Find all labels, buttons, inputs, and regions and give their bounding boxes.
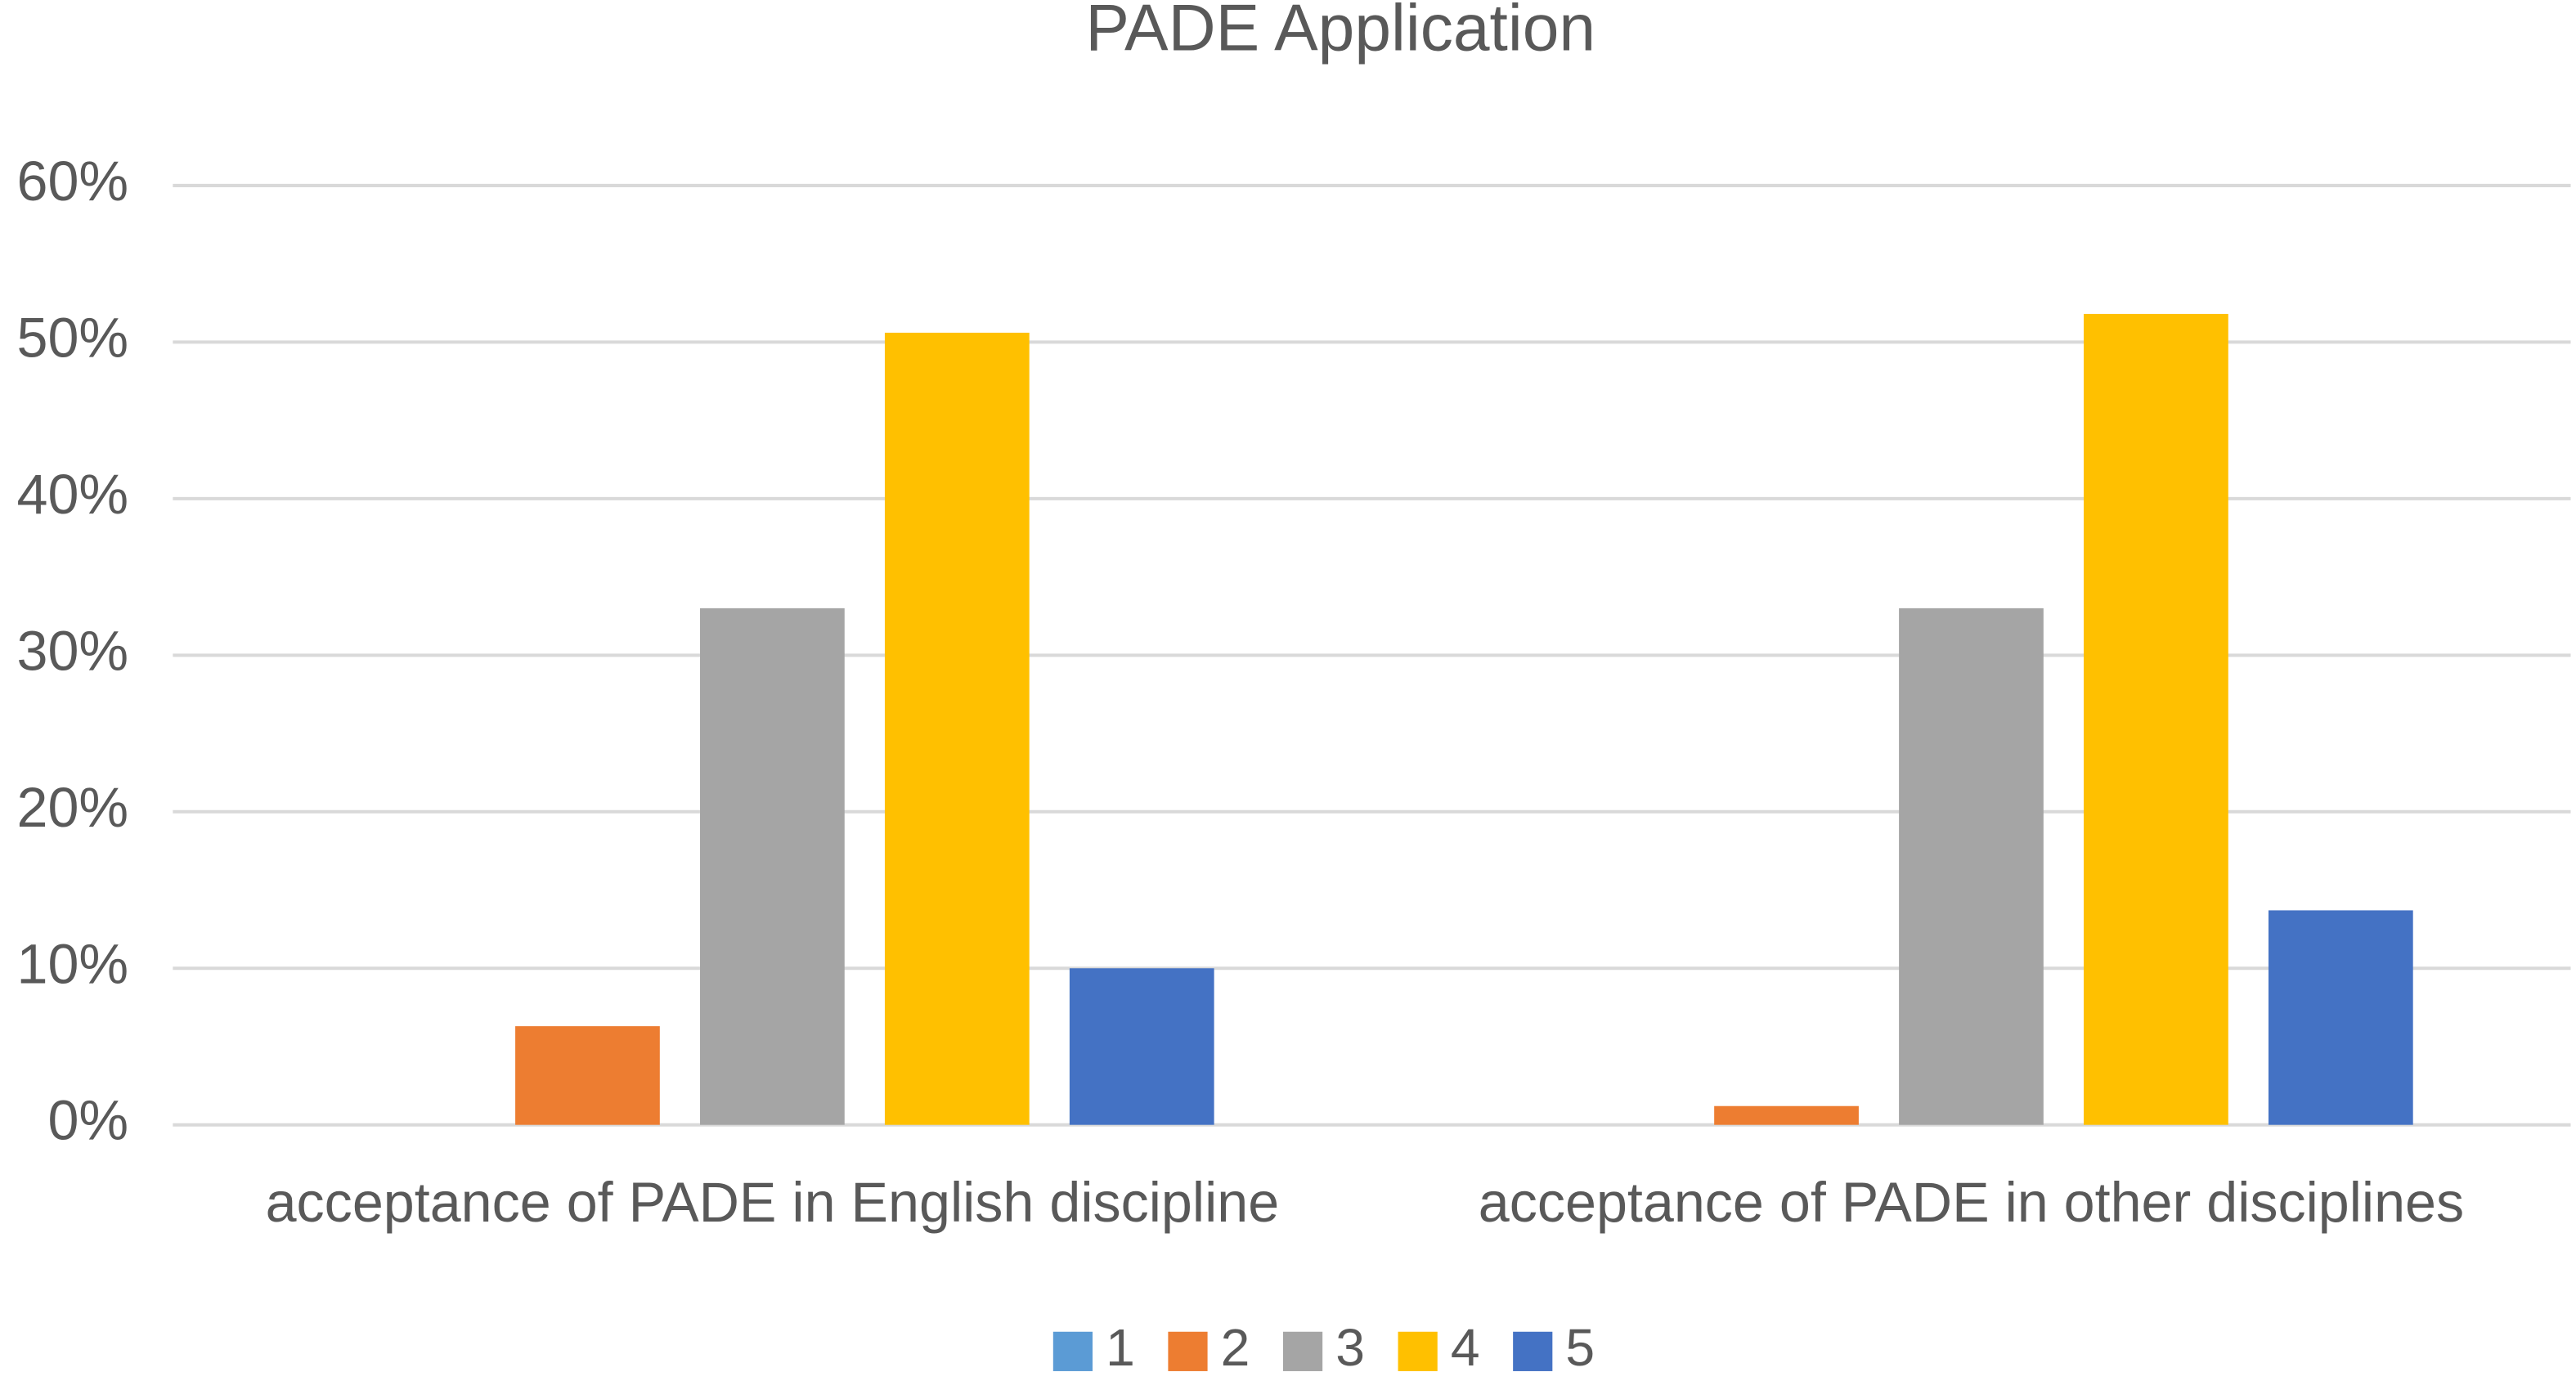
legend-label: 1 xyxy=(1106,1318,1135,1377)
legend-swatch xyxy=(1398,1331,1438,1371)
y-tick-label: 40% xyxy=(16,464,128,526)
bar xyxy=(700,608,845,1125)
legend-label: 3 xyxy=(1335,1318,1365,1377)
y-tick-label: 60% xyxy=(16,150,128,213)
legend-swatch xyxy=(1282,1331,1323,1371)
y-tick-label: 10% xyxy=(16,933,128,995)
bar xyxy=(2084,313,2228,1125)
legend-swatch xyxy=(1052,1331,1093,1371)
bar xyxy=(2268,910,2413,1125)
bar xyxy=(1714,1105,1859,1125)
y-tick-label: 50% xyxy=(16,307,128,369)
legend-label: 2 xyxy=(1221,1318,1250,1377)
legend-swatch xyxy=(1513,1331,1553,1371)
y-tick-label: 20% xyxy=(16,777,128,839)
x-tick-label: acceptance of PADE in English discipline xyxy=(266,1172,1280,1234)
legend-swatch xyxy=(1168,1331,1208,1371)
x-tick-label: acceptance of PADE in other disciplines xyxy=(1479,1172,2464,1234)
y-tick-label: 30% xyxy=(16,620,128,682)
bar xyxy=(884,332,1030,1125)
legend-label: 5 xyxy=(1565,1318,1595,1377)
bar xyxy=(515,1026,660,1125)
legend-label: 4 xyxy=(1451,1318,1480,1377)
bar xyxy=(1069,968,1214,1125)
y-tick-label: 0% xyxy=(47,1090,128,1152)
chart-title: PADE Application xyxy=(1085,0,1595,65)
bar xyxy=(1899,608,2044,1125)
